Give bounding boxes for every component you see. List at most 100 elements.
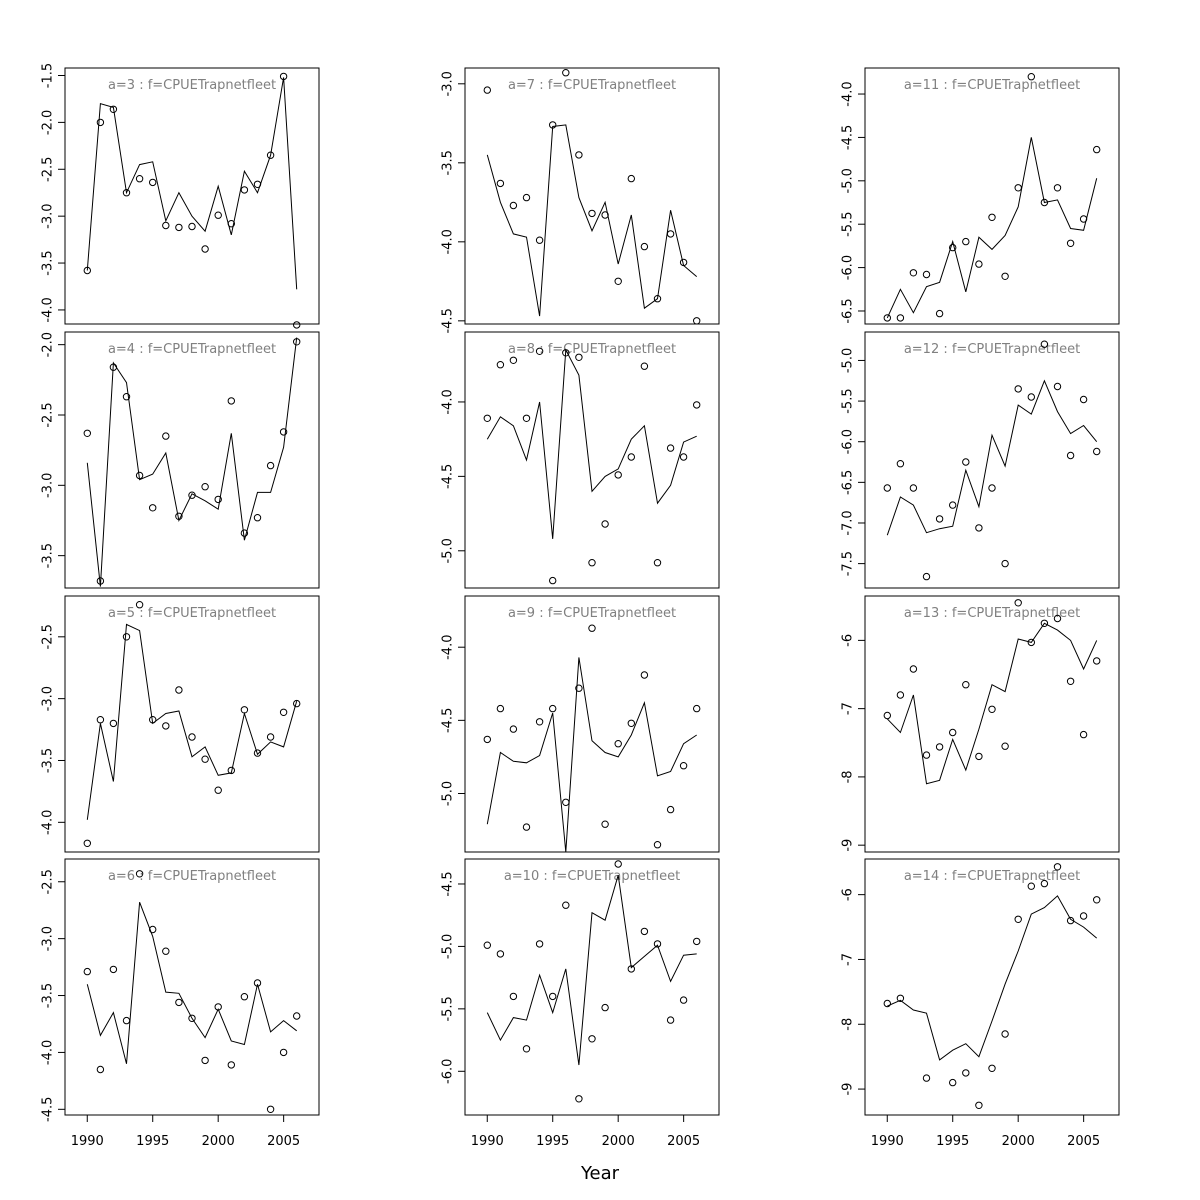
observed-point bbox=[1040, 619, 1049, 627]
observed-point bbox=[293, 699, 301, 708]
observed-point bbox=[935, 515, 944, 523]
y-tick-label: -3.0 bbox=[441, 71, 456, 96]
x-tick-label: 1990 bbox=[871, 1134, 904, 1149]
observed-point bbox=[483, 414, 491, 422]
fitted-series-line bbox=[86, 623, 298, 820]
observed-point bbox=[1014, 599, 1022, 607]
observed-point bbox=[935, 743, 944, 751]
observed-points bbox=[883, 340, 1101, 581]
y-tick-label: -4.5 bbox=[841, 125, 856, 150]
observed-point bbox=[949, 728, 957, 737]
observed-point bbox=[149, 716, 157, 724]
observed-point bbox=[175, 998, 183, 1007]
observed-point bbox=[162, 432, 170, 440]
observed-point bbox=[266, 733, 275, 741]
observed-point bbox=[653, 940, 662, 948]
y-tick-label: -4.0 bbox=[41, 810, 56, 835]
observed-point bbox=[522, 414, 531, 422]
observed-point bbox=[535, 236, 544, 244]
observed-points bbox=[483, 69, 701, 325]
y-tick-label: -7.5 bbox=[841, 551, 856, 576]
observed-point bbox=[227, 397, 236, 405]
y-tick-label: -4.5 bbox=[441, 871, 456, 896]
observed-point bbox=[601, 1003, 609, 1012]
observed-point bbox=[1079, 730, 1088, 739]
observed-point bbox=[135, 175, 144, 183]
observed-point bbox=[1001, 272, 1009, 280]
observed-point bbox=[483, 941, 491, 949]
observed-point bbox=[483, 735, 491, 744]
observed-point bbox=[509, 725, 518, 733]
observed-point bbox=[627, 453, 635, 461]
panel-frame bbox=[64, 858, 320, 1116]
y-axis: -4.0 -4.5 -5.0 bbox=[441, 389, 466, 563]
observed-point bbox=[601, 520, 609, 528]
observed-point bbox=[922, 751, 931, 759]
observed-point bbox=[896, 994, 905, 1002]
y-tick-label: -4.5 bbox=[41, 1097, 56, 1122]
observed-point bbox=[666, 444, 675, 452]
observed-point bbox=[962, 458, 970, 466]
y-tick-label: -5.5 bbox=[441, 996, 456, 1021]
observed-point bbox=[83, 967, 92, 976]
observed-points bbox=[83, 601, 301, 847]
observed-point bbox=[627, 174, 635, 183]
observed-point bbox=[253, 514, 262, 522]
observed-point bbox=[122, 393, 131, 401]
y-tick-label: -4.5 bbox=[441, 708, 456, 733]
observed-point bbox=[1093, 657, 1101, 665]
observed-point bbox=[949, 501, 957, 509]
observed-point bbox=[535, 718, 544, 726]
observed-point bbox=[135, 870, 144, 878]
x-tick-label: 1995 bbox=[936, 1134, 969, 1149]
observed-point bbox=[588, 209, 596, 218]
observed-point bbox=[122, 189, 131, 197]
y-tick-label: -3.5 bbox=[41, 250, 56, 275]
observed-point bbox=[266, 151, 275, 159]
observed-point bbox=[988, 484, 996, 492]
observed-point bbox=[588, 1035, 596, 1043]
observed-point bbox=[293, 338, 301, 346]
observed-point bbox=[175, 686, 183, 694]
observed-point bbox=[175, 223, 183, 232]
observed-point bbox=[253, 749, 262, 757]
panel-title: a=9 : f=CPUETrapnetfleet bbox=[508, 606, 676, 621]
observed-point bbox=[175, 512, 183, 520]
x-tick-label: 2000 bbox=[202, 1134, 235, 1149]
observed-point bbox=[883, 711, 891, 720]
observed-point bbox=[1079, 395, 1088, 404]
observed-point bbox=[509, 201, 518, 210]
x-tick-label: 2005 bbox=[667, 1134, 700, 1149]
y-tick-label: -4.0 bbox=[841, 81, 856, 106]
observed-point bbox=[693, 937, 701, 946]
observed-point bbox=[614, 740, 622, 748]
y-tick-label: -5.0 bbox=[841, 348, 856, 373]
observed-point bbox=[896, 314, 905, 322]
x-tick-label: 2000 bbox=[1002, 1134, 1035, 1149]
observed-points bbox=[883, 73, 1101, 322]
y-tick-label: -9 bbox=[841, 1083, 856, 1096]
observed-point bbox=[949, 243, 957, 252]
observed-point bbox=[122, 1016, 131, 1025]
y-tick-label: -9 bbox=[841, 839, 856, 852]
panel-title: a=13 : f=CPUETrapnetfleet bbox=[904, 606, 1080, 621]
observed-point bbox=[1027, 73, 1036, 81]
observed-point bbox=[214, 1003, 222, 1011]
observed-point bbox=[253, 180, 262, 189]
observed-point bbox=[1079, 215, 1088, 223]
observed-point bbox=[188, 733, 196, 741]
panel-title: a=11 : f=CPUETrapnetfleet bbox=[904, 78, 1080, 93]
observed-point bbox=[640, 362, 649, 370]
observed-point bbox=[666, 230, 675, 238]
panel: a=3 : f=CPUETrapnetfleet -1.5 -2.0 -2.5 -3.0… bbox=[41, 63, 320, 329]
y-tick-label: -2.0 bbox=[41, 332, 56, 357]
observed-point bbox=[666, 1016, 675, 1024]
observed-point bbox=[1040, 879, 1049, 888]
observed-point bbox=[962, 681, 970, 689]
y-tick-label: -6.0 bbox=[441, 1059, 456, 1084]
fitted-series-line bbox=[486, 124, 698, 317]
observed-point bbox=[896, 460, 905, 468]
y-axis: -5.0 -5.5 -6.0 -6.5 -7.0 -7.5 bbox=[841, 348, 866, 576]
panel-frame bbox=[464, 67, 720, 325]
observed-points bbox=[883, 863, 1101, 1110]
